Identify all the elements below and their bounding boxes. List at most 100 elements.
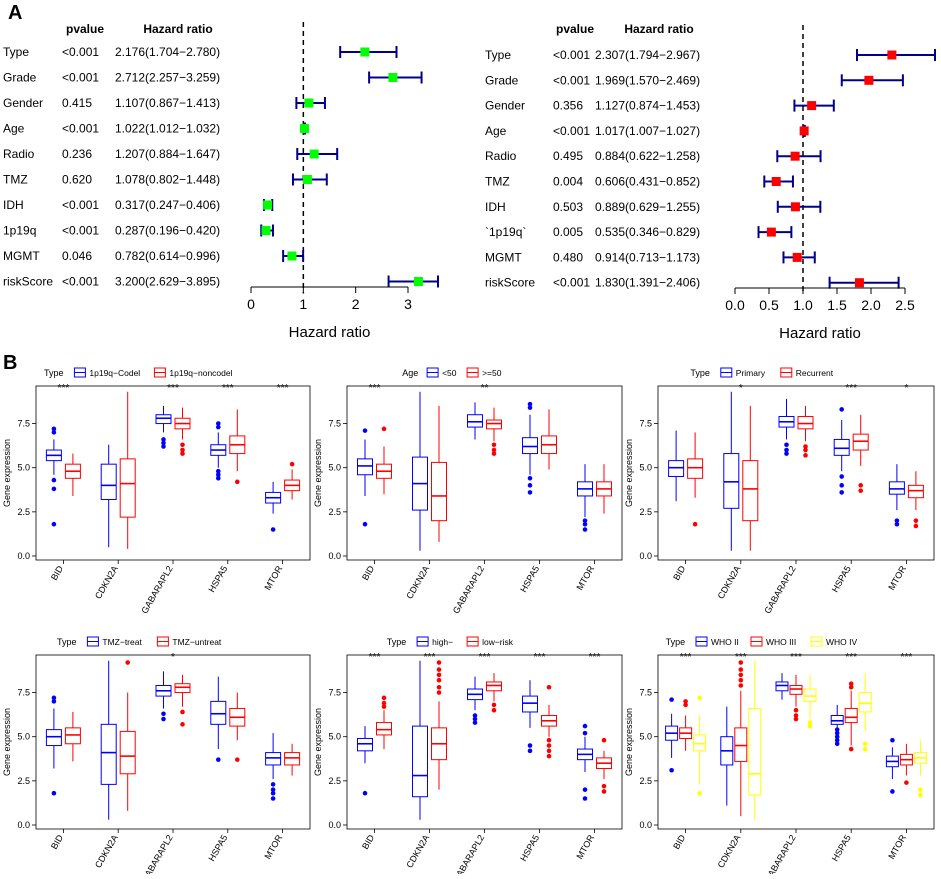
significance-label: * xyxy=(739,383,743,394)
y-tick-label: 0.0 xyxy=(17,551,30,561)
outlier-point xyxy=(582,730,588,736)
outlier-point xyxy=(270,787,276,792)
outlier-point xyxy=(669,697,674,702)
hr-point xyxy=(287,251,297,261)
x-tick-label: BID xyxy=(49,833,65,851)
panel-a-label: A xyxy=(8,2,22,24)
y-tick-label: 7.5 xyxy=(17,688,30,698)
legend-label: 1p19q−Codel xyxy=(89,368,140,378)
x-tick-label: BID xyxy=(671,564,687,582)
x-tick-label: GABARAPL2 xyxy=(762,564,797,615)
hr-point xyxy=(771,177,781,186)
outlier-point xyxy=(807,720,813,725)
x-tick-label: 1.5 xyxy=(827,297,847,313)
outlier-point xyxy=(848,681,854,687)
box xyxy=(833,438,850,456)
row-label: riskScore xyxy=(485,276,535,290)
significance-label: *** xyxy=(589,652,601,663)
outlier-point xyxy=(436,660,442,665)
y-tick-label: 0.0 xyxy=(17,820,30,830)
box xyxy=(357,458,373,476)
significance-label: *** xyxy=(534,652,546,663)
x-tick-label: 2.0 xyxy=(861,297,881,313)
significance-label: *** xyxy=(735,652,747,663)
box xyxy=(155,414,172,425)
outlier-point xyxy=(848,684,854,690)
row-pvalue: 0.004 xyxy=(553,175,583,189)
box xyxy=(789,684,803,695)
hr-point xyxy=(864,75,874,85)
x-tick-label: CDKN2A xyxy=(404,564,431,601)
outlier-point xyxy=(235,757,240,762)
x-axis-title: Hazard ratio xyxy=(289,324,371,341)
outlier-point xyxy=(381,426,387,432)
outlier-point xyxy=(491,447,497,453)
hazard-ratio-header: Hazard ratio xyxy=(624,22,693,36)
boxplot-risk: Type high− low−risk 0.0 2.5 5.0 7.5 Gene expres… xyxy=(313,636,623,879)
outlier-point xyxy=(216,421,221,426)
outlier-point xyxy=(697,790,702,796)
legend-title: Type xyxy=(387,637,407,647)
outlier-point xyxy=(858,483,863,488)
outlier-point xyxy=(913,523,919,529)
outlier-point xyxy=(161,440,166,446)
outlier-point xyxy=(738,672,744,678)
outlier-point xyxy=(180,447,185,453)
legend-label: TMZ−untreat xyxy=(172,637,222,647)
x-tick-label: HSPA5 xyxy=(206,833,229,863)
outlier-point xyxy=(834,741,840,747)
x-tick-label: GABARAPL2 xyxy=(139,833,174,874)
pvalue-header: pvalue xyxy=(66,22,104,36)
outlier-point xyxy=(839,474,844,479)
outlier-point xyxy=(527,401,533,407)
outlier-point xyxy=(803,444,808,449)
row-hazard-ratio: 1.022(1.012−1.032) xyxy=(115,122,220,136)
outlier-point xyxy=(546,684,552,690)
significance-label: * xyxy=(904,383,908,394)
outlier-point xyxy=(858,488,863,493)
y-tick-label: 2.5 xyxy=(17,776,30,786)
row-hazard-ratio: 1.017(1.007−1.027) xyxy=(595,124,700,138)
legend-label: WHO IV xyxy=(826,637,857,647)
outlier-point xyxy=(582,521,588,527)
outlier-point xyxy=(491,707,497,713)
significance-label: ** xyxy=(481,383,489,394)
y-tick-label: 7.5 xyxy=(17,419,30,429)
row-hazard-ratio: 1.830(1.391−2.406) xyxy=(595,276,700,290)
y-tick-label: 5.0 xyxy=(328,732,341,742)
significance-label: *** xyxy=(222,383,234,394)
outlier-point xyxy=(527,483,533,488)
outlier-point xyxy=(436,672,442,678)
box xyxy=(431,461,447,522)
row-pvalue: 0.503 xyxy=(553,200,583,214)
y-tick-label: 0.0 xyxy=(639,820,652,830)
row-pvalue: <0.001 xyxy=(553,124,590,138)
row-label: TMZ xyxy=(3,173,28,187)
significance-label: *** xyxy=(58,383,70,394)
outlier-point xyxy=(546,753,552,759)
y-tick-label: 5.0 xyxy=(17,463,30,473)
x-tick-label: HSPA5 xyxy=(518,564,541,594)
x-tick-label: MTOR xyxy=(574,833,596,861)
outlier-point xyxy=(436,684,442,690)
outlier-point xyxy=(839,490,844,495)
row-hazard-ratio: 1.127(0.874−1.453) xyxy=(595,99,700,113)
outlier-point xyxy=(834,737,840,743)
outlier-point xyxy=(161,437,166,442)
hr-point xyxy=(263,200,273,210)
outlier-point xyxy=(216,424,221,430)
box xyxy=(284,752,301,766)
x-tick-label: HSPA5 xyxy=(830,564,853,594)
outlier-point xyxy=(491,451,497,456)
x-tick-label: HSPA5 xyxy=(206,564,229,594)
row-label: Type xyxy=(3,45,29,59)
y-tick-label: 7.5 xyxy=(639,419,652,429)
row-label: MGMT xyxy=(485,250,522,264)
row-hazard-ratio: 0.782(0.614−0.996) xyxy=(115,249,220,263)
box xyxy=(486,681,502,692)
x-tick-label: BID xyxy=(360,564,376,582)
legend-title: Type xyxy=(690,368,710,378)
row-label: riskScore xyxy=(3,275,53,289)
outlier-point xyxy=(848,746,854,752)
x-tick-label: MTOR xyxy=(886,833,908,861)
